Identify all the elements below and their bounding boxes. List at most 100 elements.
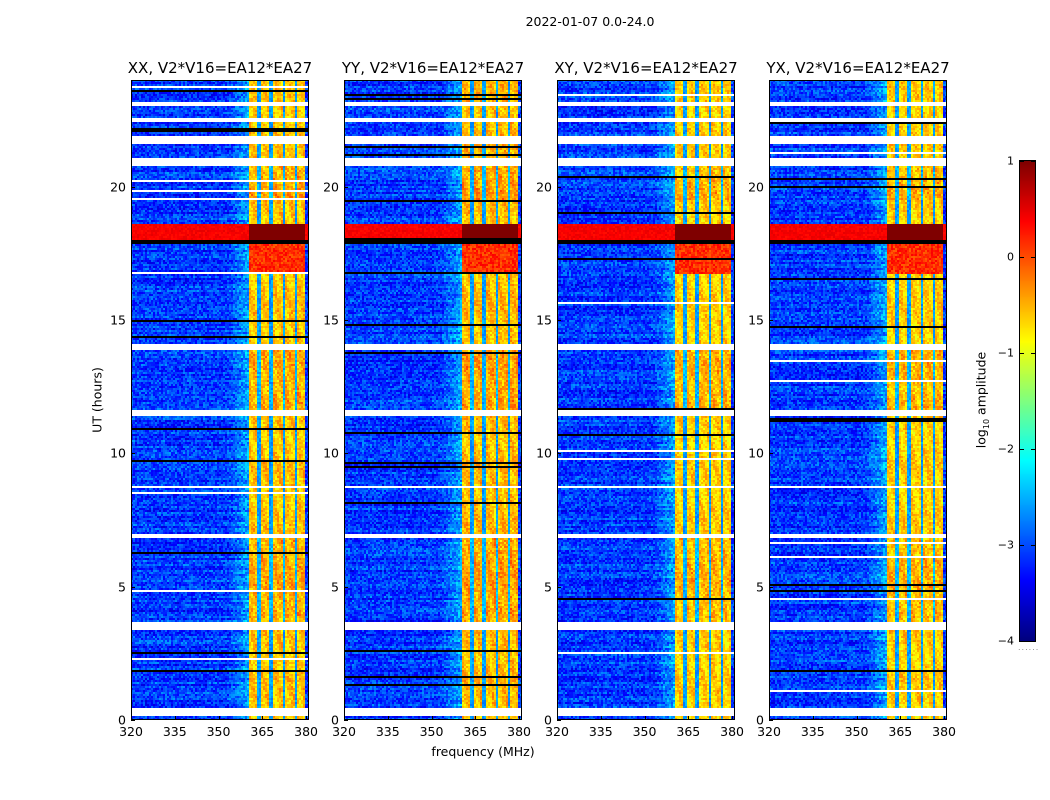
y-tick-mark xyxy=(131,320,135,321)
colorbar xyxy=(1019,160,1036,642)
colorbar-tick-mark xyxy=(1020,545,1035,546)
x-tick-label: 350 xyxy=(632,724,657,739)
x-tick-mark xyxy=(387,716,389,720)
panel-title: YX, V2*V16=EA12*EA27 xyxy=(766,59,950,77)
colorbar-tick-mark xyxy=(1020,161,1035,162)
x-tick-mark xyxy=(131,716,132,720)
y-tick-mark xyxy=(344,586,348,588)
colorbar-tick-label: 1 xyxy=(1007,154,1014,168)
x-tick-mark xyxy=(600,716,602,720)
y-tick-label: 20 xyxy=(110,179,126,195)
x-tick-label: 335 xyxy=(800,724,825,739)
heatmap-image xyxy=(557,80,735,720)
spectrogram-panel-xx: XX, V2*V16=EA12*EA27 0 5 10 15 20 320 335 350 365… xyxy=(110,59,318,739)
y-tick-mark xyxy=(769,720,773,721)
x-tick-label: 320 xyxy=(757,724,781,739)
x-tick-mark xyxy=(306,716,308,720)
y-tick-mark xyxy=(344,453,348,455)
x-tick-mark xyxy=(856,716,858,720)
x-tick-mark xyxy=(344,716,345,720)
y-tick-mark xyxy=(131,586,135,588)
y-tick-label: 20 xyxy=(536,179,552,195)
y-tick-label: 0 xyxy=(756,712,764,728)
x-tick-label: 365 xyxy=(676,724,701,739)
x-tick-label: 335 xyxy=(162,724,187,739)
x-tick-label: 320 xyxy=(545,724,569,739)
panel-title: YY, V2*V16=EA12*EA27 xyxy=(341,59,525,77)
y-tick-label: 15 xyxy=(748,312,764,328)
x-tick-label: 350 xyxy=(419,724,444,739)
x-tick-mark xyxy=(475,716,477,720)
y-axis-label: UT (hours) xyxy=(89,367,105,433)
x-tick-label: 380 xyxy=(294,724,319,739)
colorbar-tick-mark xyxy=(1020,257,1035,258)
x-tick-label: 365 xyxy=(463,724,488,739)
spectrogram-panel-yy: YY, V2*V16=EA12*EA27 0 5 10 15 20 320 335 350 365… xyxy=(323,59,531,739)
y-tick-mark xyxy=(769,320,773,321)
x-tick-label: 320 xyxy=(332,724,356,739)
y-tick-mark xyxy=(557,720,561,721)
colorbar-tick-mark xyxy=(1020,641,1035,642)
y-tick-label: 5 xyxy=(118,579,126,595)
x-tick-mark xyxy=(174,716,176,720)
colorbar-extend-marker: ...... xyxy=(1018,643,1040,652)
heatmap-image xyxy=(131,80,309,720)
x-tick-mark xyxy=(644,716,646,720)
y-tick-label: 15 xyxy=(323,312,339,328)
x-tick-label: 350 xyxy=(844,724,869,739)
y-tick-label: 0 xyxy=(118,712,126,728)
x-axis-label: frequency (MHz) xyxy=(431,744,535,759)
spectrogram-panel-xy: XY, V2*V16=EA12*EA27 0 5 10 15 20 320 335 350 365… xyxy=(536,59,744,739)
y-tick-label: 5 xyxy=(756,579,764,595)
x-tick-label: 335 xyxy=(588,724,613,739)
y-tick-label: 5 xyxy=(544,579,552,595)
y-tick-label: 15 xyxy=(110,312,126,328)
y-tick-mark xyxy=(769,453,773,455)
colorbar-label: log10 amplitude xyxy=(973,351,991,449)
heatmap-image xyxy=(344,80,522,720)
x-tick-mark xyxy=(431,716,433,720)
spectrogram-panel-yx: YX, V2*V16=EA12*EA27 0 5 10 15 20 320 335 350 365… xyxy=(748,59,956,739)
x-tick-label: 320 xyxy=(119,724,143,739)
y-tick-mark xyxy=(131,453,135,455)
colorbar-tick-label: −1 xyxy=(997,346,1014,360)
x-tick-label: 335 xyxy=(375,724,400,739)
y-tick-mark xyxy=(557,586,561,588)
y-tick-mark xyxy=(344,720,348,721)
x-tick-mark xyxy=(732,716,734,720)
x-tick-label: 380 xyxy=(932,724,957,739)
y-tick-label: 15 xyxy=(536,312,552,328)
x-tick-label: 350 xyxy=(206,724,231,739)
x-tick-mark xyxy=(944,716,946,720)
colorbar-tick-label: −2 xyxy=(997,442,1014,456)
colorbar-tick-label: −3 xyxy=(997,538,1014,552)
y-tick-label: 10 xyxy=(110,445,126,461)
x-tick-mark xyxy=(900,716,902,720)
x-tick-label: 380 xyxy=(507,724,532,739)
panel-title: XX, V2*V16=EA12*EA27 xyxy=(127,59,313,77)
y-tick-mark xyxy=(344,320,348,321)
x-tick-mark xyxy=(519,716,521,720)
y-tick-mark xyxy=(769,586,773,588)
y-tick-label: 10 xyxy=(536,445,552,461)
y-tick-label: 0 xyxy=(544,712,552,728)
y-tick-mark xyxy=(131,720,135,721)
figure-suptitle: 2022-01-07 0.0-24.0 xyxy=(525,14,655,29)
y-tick-mark xyxy=(769,186,773,188)
x-tick-label: 365 xyxy=(888,724,913,739)
y-tick-label: 10 xyxy=(323,445,339,461)
colorbar-gradient xyxy=(1020,161,1035,641)
y-tick-label: 10 xyxy=(748,445,764,461)
y-tick-label: 20 xyxy=(323,179,339,195)
y-tick-label: 20 xyxy=(748,179,764,195)
y-tick-mark xyxy=(557,453,561,455)
x-tick-mark xyxy=(769,716,770,720)
x-tick-label: 380 xyxy=(720,724,745,739)
y-tick-mark xyxy=(131,186,135,188)
y-tick-label: 5 xyxy=(331,579,339,595)
heatmap-image xyxy=(769,80,947,720)
x-tick-mark xyxy=(557,716,558,720)
y-tick-mark xyxy=(557,186,561,188)
y-tick-mark xyxy=(557,320,561,321)
x-tick-mark xyxy=(812,716,814,720)
